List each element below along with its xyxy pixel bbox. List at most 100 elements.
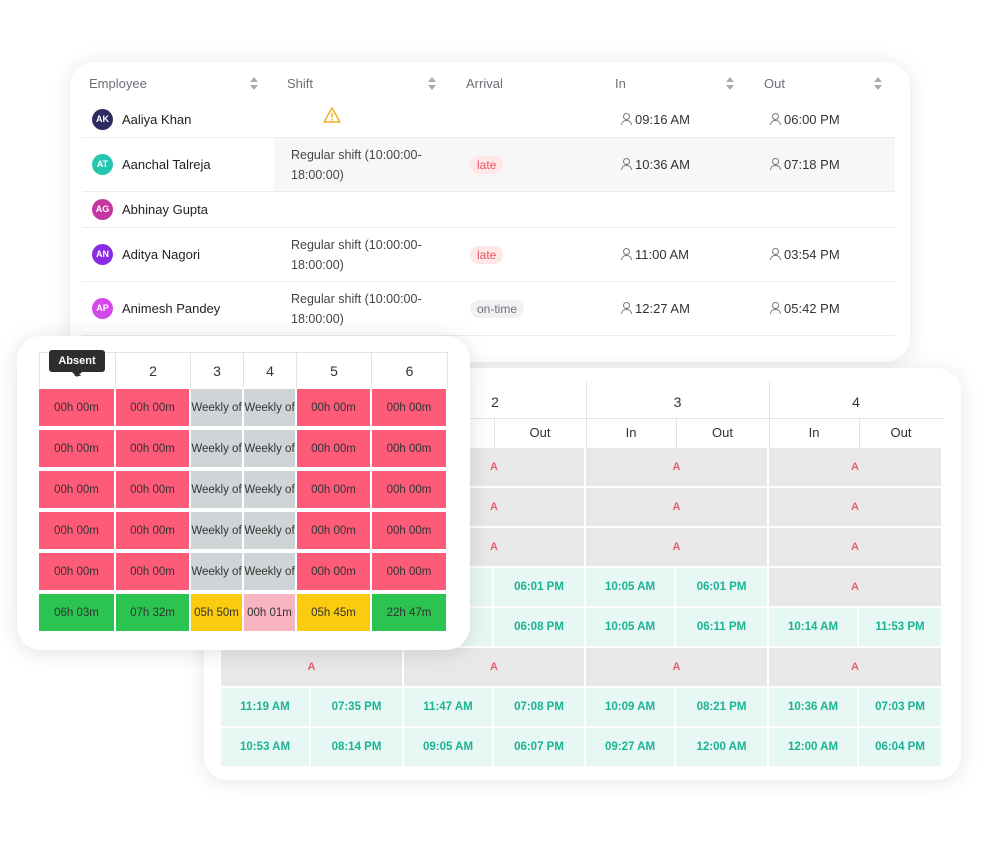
- time-cell[interactable]: 08:21 PM: [676, 688, 769, 728]
- weekly-off-cell[interactable]: Weekly of: [191, 512, 244, 551]
- absent-cell[interactable]: 00h 00m: [372, 430, 448, 469]
- absent-cell[interactable]: 00h 00m: [116, 389, 191, 428]
- day-header-2[interactable]: 2: [491, 394, 499, 410]
- absent-cell[interactable]: 00h 00m: [372, 471, 448, 510]
- day-header-4[interactable]: 4: [852, 394, 860, 410]
- absent-cell[interactable]: A: [404, 648, 586, 688]
- day-header-3[interactable]: 3: [191, 352, 244, 388]
- time-cell[interactable]: 12:00 AM: [769, 728, 859, 768]
- absent-cell[interactable]: A: [586, 448, 769, 488]
- time-cell[interactable]: 09:05 AM: [404, 728, 494, 768]
- time-cell[interactable]: 08:14 PM: [311, 728, 404, 768]
- hours-cell[interactable]: 05h 45m: [297, 594, 372, 633]
- weekly-off-cell[interactable]: Weekly of: [244, 471, 297, 510]
- weekly-off-cell[interactable]: Weekly of: [191, 553, 244, 592]
- weekly-off-cell[interactable]: Weekly of: [244, 389, 297, 428]
- weekly-off-cell[interactable]: Weekly of: [191, 471, 244, 510]
- hours-cell[interactable]: 07h 32m: [116, 594, 191, 633]
- absent-cell[interactable]: A: [221, 648, 404, 688]
- time-cell[interactable]: 10:09 AM: [586, 688, 676, 728]
- time-cell[interactable]: 06:01 PM: [676, 568, 769, 608]
- absent-cell[interactable]: 00h 00m: [297, 553, 372, 592]
- absent-cell[interactable]: 00h 00m: [39, 471, 116, 510]
- time-cell[interactable]: 10:05 AM: [586, 568, 676, 608]
- absent-cell[interactable]: A: [769, 448, 943, 488]
- day-header-3[interactable]: 3: [673, 394, 682, 410]
- absent-cell[interactable]: 00h 00m: [372, 512, 448, 551]
- sort-employee-icon[interactable]: [249, 76, 259, 92]
- header-out[interactable]: Out: [764, 76, 785, 91]
- absent-cell[interactable]: A: [586, 648, 769, 688]
- employee-name[interactable]: Aditya Nagori: [122, 247, 201, 262]
- time-cell[interactable]: 11:53 PM: [859, 608, 943, 648]
- subheader-divider: [676, 418, 677, 448]
- weekly-off-cell[interactable]: Weekly of: [244, 430, 297, 469]
- table-row[interactable]: AN Aditya Nagori Regular shift (10:00:00…: [82, 228, 895, 282]
- header-shift[interactable]: Shift: [287, 76, 314, 91]
- time-cell[interactable]: 07:08 PM: [494, 688, 586, 728]
- employee-name[interactable]: Aaliya Khan: [122, 112, 192, 127]
- sort-out-icon[interactable]: [873, 76, 883, 92]
- absent-cell[interactable]: 00h 00m: [39, 553, 116, 592]
- absent-cell[interactable]: 00h 00m: [116, 553, 191, 592]
- time-cell[interactable]: 09:27 AM: [586, 728, 676, 768]
- time-cell[interactable]: 06:01 PM: [494, 568, 586, 608]
- absent-cell[interactable]: 00h 00m: [39, 389, 116, 428]
- time-cell[interactable]: 06:08 PM: [494, 608, 586, 648]
- header-employee[interactable]: Employee: [89, 76, 147, 91]
- day-header-4[interactable]: 4: [244, 352, 297, 388]
- sort-in-icon[interactable]: [725, 76, 735, 92]
- hours-cell[interactable]: 05h 50m: [191, 594, 244, 633]
- employee-name[interactable]: Animesh Pandey: [122, 301, 221, 316]
- absent-cell[interactable]: 00h 00m: [297, 430, 372, 469]
- absent-cell[interactable]: 00h 00m: [116, 430, 191, 469]
- sort-shift-icon[interactable]: [427, 76, 437, 92]
- time-cell[interactable]: 11:19 AM: [221, 688, 311, 728]
- time-cell[interactable]: 06:07 PM: [494, 728, 586, 768]
- absent-cell[interactable]: 00h 00m: [297, 471, 372, 510]
- absent-cell[interactable]: 00h 00m: [297, 512, 372, 551]
- time-cell[interactable]: 11:47 AM: [404, 688, 494, 728]
- hours-cell[interactable]: 22h 47m: [372, 594, 448, 633]
- header-in[interactable]: In: [615, 76, 626, 91]
- shift-text: Regular shift (10:00:00- 18:00:00): [291, 292, 422, 326]
- time-cell[interactable]: 07:03 PM: [859, 688, 943, 728]
- day-header-5[interactable]: 5: [297, 352, 372, 388]
- absent-cell[interactable]: 00h 00m: [39, 512, 116, 551]
- absent-cell[interactable]: 00h 00m: [297, 389, 372, 428]
- employee-name[interactable]: Abhinay Gupta: [122, 202, 209, 217]
- time-cell[interactable]: 10:36 AM: [769, 688, 859, 728]
- absent-cell[interactable]: A: [769, 488, 943, 528]
- time-cell[interactable]: 12:00 AM: [676, 728, 769, 768]
- absent-cell[interactable]: A: [769, 648, 943, 688]
- time-cell[interactable]: 06:04 PM: [859, 728, 943, 768]
- table-row[interactable]: AG Abhinay Gupta: [82, 192, 895, 228]
- time-cell[interactable]: 10:14 AM: [769, 608, 859, 648]
- table-row[interactable]: AT Aanchal Talreja Regular shift (10:00:…: [82, 138, 895, 192]
- employee-name[interactable]: Aanchal Talreja: [122, 157, 211, 172]
- time-cell[interactable]: 06:11 PM: [676, 608, 769, 648]
- day-header-6[interactable]: 6: [372, 352, 448, 388]
- hours-cell[interactable]: 00h 01m: [244, 594, 297, 633]
- absent-cell[interactable]: 00h 00m: [372, 553, 448, 592]
- absent-cell[interactable]: 00h 00m: [116, 471, 191, 510]
- absent-cell[interactable]: A: [769, 568, 943, 608]
- table-row[interactable]: AP Animesh Pandey Regular shift (10:00:0…: [82, 282, 895, 336]
- hours-cell[interactable]: 06h 03m: [39, 594, 116, 633]
- day-header-2[interactable]: 2: [116, 352, 191, 388]
- time-cell[interactable]: 10:53 AM: [221, 728, 311, 768]
- header-arrival[interactable]: Arrival: [466, 76, 503, 91]
- weekly-off-cell[interactable]: Weekly of: [244, 512, 297, 551]
- absent-cell[interactable]: A: [769, 528, 943, 568]
- absent-cell[interactable]: 00h 00m: [39, 430, 116, 469]
- absent-cell[interactable]: A: [586, 488, 769, 528]
- absent-cell[interactable]: 00h 00m: [116, 512, 191, 551]
- time-cell[interactable]: 07:35 PM: [311, 688, 404, 728]
- absent-cell[interactable]: A: [586, 528, 769, 568]
- weekly-off-cell[interactable]: Weekly of: [191, 389, 244, 428]
- time-cell[interactable]: 10:05 AM: [586, 608, 676, 648]
- weekly-off-cell[interactable]: Weekly of: [191, 430, 244, 469]
- absent-cell[interactable]: 00h 00m: [372, 389, 448, 428]
- table-row[interactable]: AK Aaliya Khan 09:16 AM 06:00 PM: [82, 102, 895, 138]
- weekly-off-cell[interactable]: Weekly of: [244, 553, 297, 592]
